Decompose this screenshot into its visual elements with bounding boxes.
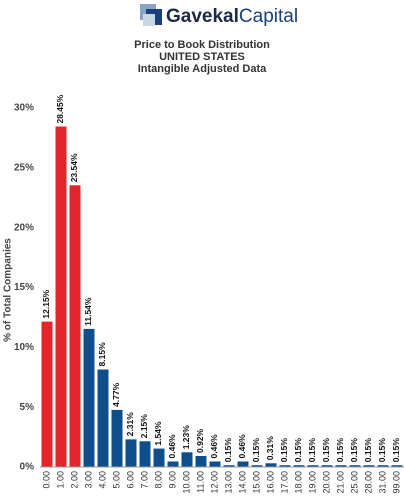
value-label: 0.15% (377, 438, 387, 463)
x-tick-label: 10.00 (181, 471, 191, 494)
x-tick-label: 21.00 (335, 471, 345, 494)
x-tick-label: 1.00 (55, 471, 65, 489)
bar (111, 409, 123, 467)
value-label: 0.15% (223, 438, 233, 463)
bar (251, 465, 263, 467)
x-tick-label: 25.00 (349, 471, 359, 494)
value-label: 0.15% (279, 438, 289, 463)
y-tick-label: 20% (14, 222, 34, 233)
x-tick-label: 19.00 (307, 471, 317, 494)
bar (153, 448, 165, 467)
logo-text: GavekalCapital (166, 6, 298, 27)
value-label: 28.45% (55, 94, 65, 123)
x-tick-label: 2.00 (69, 471, 79, 489)
value-label: 0.15% (349, 438, 359, 463)
value-label: 0.46% (237, 434, 247, 459)
value-label: 0.46% (167, 434, 177, 459)
value-label: 0.31% (265, 436, 275, 461)
bar (237, 461, 249, 467)
logo-part: Capital (239, 6, 298, 27)
value-label: 0.15% (335, 438, 345, 463)
value-label: 0.15% (307, 438, 317, 463)
x-tick-label: 6.00 (125, 471, 135, 489)
value-label: 2.15% (139, 414, 149, 439)
value-label: 0.46% (209, 434, 219, 459)
bar (209, 461, 221, 467)
y-tick-label: 25% (14, 162, 34, 173)
value-label: 0.15% (293, 438, 303, 463)
x-tick-label: 5.00 (111, 471, 121, 489)
x-tick-label: 11.00 (195, 471, 205, 493)
y-tick-label: 30% (14, 103, 34, 114)
bar (349, 465, 361, 467)
y-tick-label: 0% (20, 462, 35, 473)
value-label: 1.54% (153, 421, 163, 446)
bar (97, 369, 109, 467)
value-label: 1.23% (181, 425, 191, 450)
chart-subtitle: Intangible Adjusted Data (138, 63, 267, 75)
y-axis-label: % of Total Companies (3, 238, 14, 342)
bar (195, 455, 207, 467)
logo-part: Gavekal (166, 6, 239, 27)
bar (279, 465, 291, 467)
bar (55, 126, 67, 467)
bar (125, 439, 137, 467)
value-label: 8.15% (97, 342, 107, 367)
y-tick-label: 10% (14, 342, 34, 353)
chart-subtitle: UNITED STATES (159, 51, 245, 63)
x-tick-label: 4.00 (97, 471, 107, 489)
x-tick-label: 9.00 (167, 471, 177, 489)
bar (363, 465, 375, 467)
value-label: 0.15% (391, 438, 401, 463)
bar (307, 465, 319, 467)
x-tick-label: 17.00 (279, 471, 289, 494)
x-tick-label: 31.00 (377, 471, 387, 494)
value-label: 2.31% (125, 412, 135, 437)
y-tick-label: 15% (14, 282, 34, 293)
x-tick-label: 14.00 (237, 471, 247, 494)
x-tick-label: 16.00 (265, 471, 275, 494)
x-tick-label: 28.00 (363, 471, 373, 494)
x-tick-label: 20.00 (321, 471, 331, 494)
y-tick-label: 5% (20, 402, 35, 413)
x-tick-label: 8.00 (153, 471, 163, 489)
x-tick-label: 13.00 (223, 471, 233, 494)
bar (41, 321, 53, 467)
chart-title: Price to Book Distribution (134, 39, 270, 51)
bar (335, 465, 347, 467)
x-tick-label: 15.00 (251, 471, 261, 494)
x-tick-label: 7.00 (139, 471, 149, 489)
x-tick-label: 0.00 (41, 471, 51, 489)
bar (391, 465, 403, 467)
bar (223, 465, 235, 467)
value-label: 0.92% (195, 428, 205, 453)
x-tick-label: 3.00 (83, 471, 93, 489)
value-label: 0.15% (363, 438, 373, 463)
bar (293, 465, 305, 467)
bar (69, 185, 81, 467)
x-tick-label: 18.00 (293, 471, 303, 494)
value-label: 4.77% (111, 382, 121, 407)
bar (83, 328, 95, 467)
bar (321, 465, 333, 467)
bar (377, 465, 389, 467)
x-tick-label: 12.00 (209, 471, 219, 494)
bar (167, 461, 179, 467)
bar (181, 452, 193, 467)
logo-square (143, 14, 155, 26)
value-label: 11.54% (83, 297, 93, 326)
bar (265, 463, 277, 467)
value-label: 23.54% (69, 153, 79, 182)
value-label: 12.15% (41, 289, 51, 318)
value-label: 0.15% (321, 438, 331, 463)
x-tick-label: 99.00 (391, 471, 401, 494)
value-label: 0.15% (251, 438, 261, 463)
bar (139, 441, 151, 467)
logo: GavekalCapital (140, 4, 298, 27)
